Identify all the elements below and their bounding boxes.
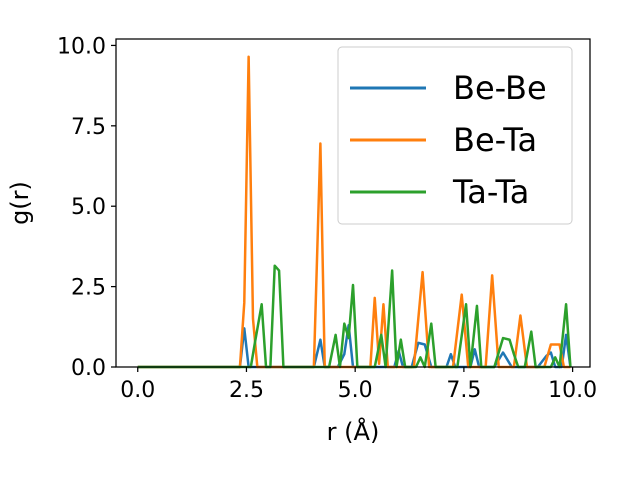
x-tick-label: 0.0 [120,378,155,403]
legend: Be-Be Be-Ta Ta-Ta [337,46,573,225]
legend-label-be-be: Be-Be [453,69,547,107]
legend-box [337,46,573,225]
y-tick-label: 5.0 [71,195,106,220]
plot-frame [115,38,591,368]
x-tick-label: 2.5 [229,378,264,403]
series-line-be-be [137,323,572,369]
legend-label-ta-ta: Ta-Ta [452,173,529,211]
y-tick-label: 2.5 [71,276,106,301]
legend-label-be-ta: Be-Ta [453,121,537,159]
y-axis-label: g(r) [6,181,34,225]
y-tick-label: 7.5 [71,115,106,140]
x-tick-label: 10.0 [548,378,597,403]
y-tick-label: 10.0 [57,34,106,59]
y-tick-label: 0.0 [71,356,106,381]
x-tick-label: 5.0 [338,378,373,403]
x-tick-label: 7.5 [446,378,481,403]
x-axis-label: r (Å) [327,417,380,446]
ticks-layer: 0.0 2.5 5.0 7.5 10.0 0.0 2.5 5.0 7.5 10.0 [57,34,597,403]
